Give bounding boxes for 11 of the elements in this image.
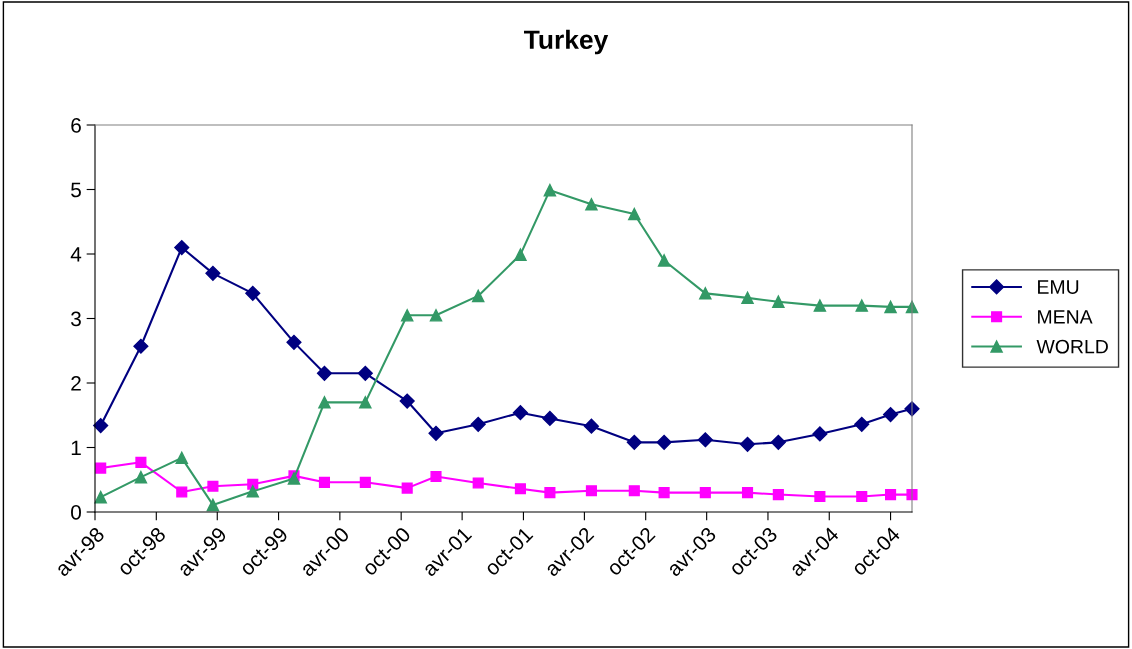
chart-title: Turkey <box>524 29 609 55</box>
y-tick-label: 6 <box>71 118 81 133</box>
y-tick-label: 1 <box>71 440 81 456</box>
legend-label: MENA <box>1038 310 1093 324</box>
y-tick-label: 5 <box>71 182 81 198</box>
y-tick-label: 4 <box>70 247 82 262</box>
legend-label: WORLD <box>1036 339 1108 354</box>
legend-label: EMU <box>1038 280 1079 294</box>
y-tick-label: 2 <box>71 376 81 391</box>
y-tick-label: 0 <box>71 505 81 520</box>
y-tick-label: 3 <box>71 311 81 327</box>
